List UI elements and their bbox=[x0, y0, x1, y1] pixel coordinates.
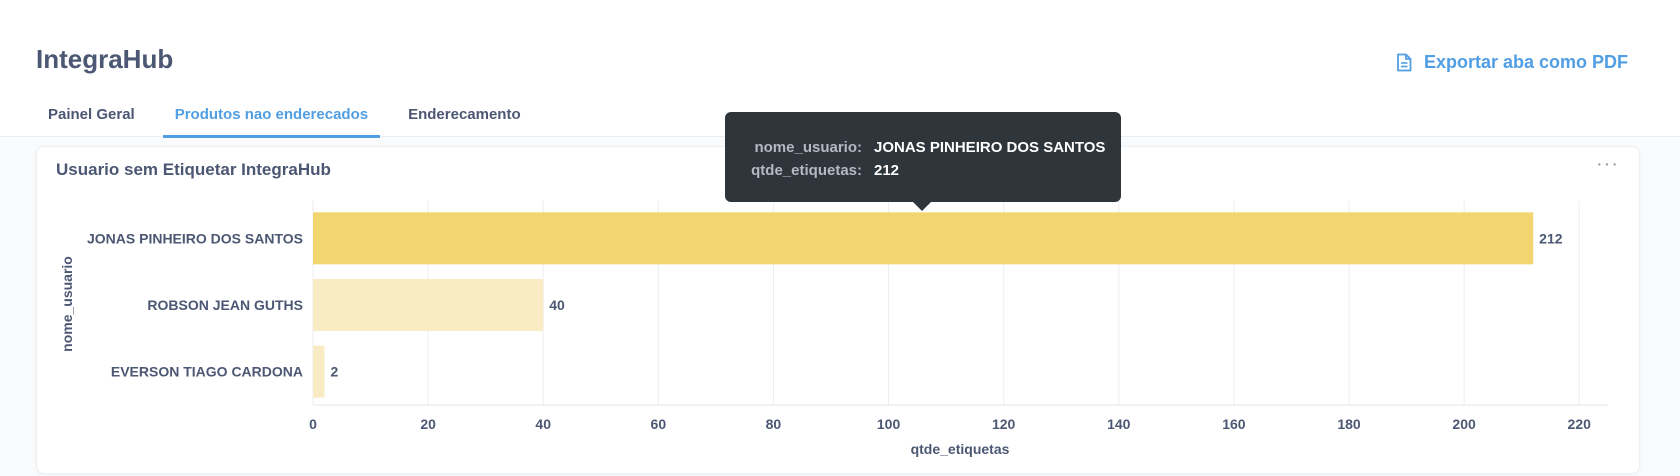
tooltip-row: qtde_etiquetas: 212 bbox=[725, 159, 1121, 182]
x-tick-label: 200 bbox=[1452, 416, 1476, 432]
tab-painel-geral[interactable]: Painel Geral bbox=[48, 106, 135, 123]
chart-card: Usuario sem Etiquetar IntegraHub ··· bbox=[36, 146, 1640, 474]
x-tick-label: 160 bbox=[1222, 416, 1246, 432]
bar[interactable] bbox=[313, 279, 544, 331]
x-axis-title: qtde_etiquetas bbox=[911, 441, 1010, 457]
bar[interactable] bbox=[313, 345, 325, 398]
x-tick-label: 60 bbox=[651, 416, 667, 432]
tooltip-value: JONAS PINHEIRO DOS SANTOS bbox=[874, 139, 1106, 156]
export-label: Exportar aba como PDF bbox=[1423, 52, 1628, 72]
x-tick-label: 140 bbox=[1107, 416, 1131, 432]
x-tick-label: 120 bbox=[992, 416, 1016, 432]
tooltip-arrow bbox=[912, 201, 932, 211]
tab-bar: Painel Geral Produtos nao enderecados En… bbox=[36, 106, 549, 138]
document-icon bbox=[1397, 53, 1412, 72]
bar-tooltip: nome_usuario: JONAS PINHEIRO DOS SANTOS … bbox=[725, 112, 1121, 202]
card-title[interactable]: Usuario sem Etiquetar IntegraHub bbox=[56, 160, 331, 179]
x-tick-label: 180 bbox=[1337, 416, 1361, 432]
value-label: 2 bbox=[331, 364, 339, 380]
x-tick-label: 220 bbox=[1568, 416, 1592, 432]
tooltip-key: nome_usuario: bbox=[754, 139, 862, 156]
tab-enderecamento[interactable]: Enderecamento bbox=[408, 106, 521, 123]
x-tick-label: 80 bbox=[766, 416, 782, 432]
more-options-icon[interactable]: ··· bbox=[1596, 153, 1619, 175]
category-label: EVERSON TIAGO CARDONA bbox=[111, 364, 303, 380]
tab-produtos-nao-enderecados[interactable]: Produtos nao enderecados bbox=[162, 106, 381, 138]
tooltip-key: qtde_etiquetas: bbox=[751, 162, 862, 179]
dashboard-title: IntegraHub bbox=[36, 44, 174, 74]
tooltip-value: 212 bbox=[874, 162, 900, 179]
value-label: 212 bbox=[1539, 230, 1563, 246]
bar[interactable] bbox=[313, 212, 1534, 265]
export-pdf-button[interactable]: Exportar aba como PDF bbox=[1396, 52, 1628, 73]
x-tick-label: 0 bbox=[309, 416, 317, 432]
tooltip-row: nome_usuario: JONAS PINHEIRO DOS SANTOS bbox=[725, 136, 1121, 159]
x-tick-label: 100 bbox=[877, 416, 901, 432]
category-label: ROBSON JEAN GUTHS bbox=[147, 297, 303, 313]
x-tick-label: 40 bbox=[535, 416, 551, 432]
x-tick-label: 20 bbox=[420, 416, 436, 432]
category-label: JONAS PINHEIRO DOS SANTOS bbox=[87, 230, 303, 246]
y-axis-title: nome_usuario bbox=[59, 256, 75, 352]
value-label: 40 bbox=[549, 297, 565, 313]
